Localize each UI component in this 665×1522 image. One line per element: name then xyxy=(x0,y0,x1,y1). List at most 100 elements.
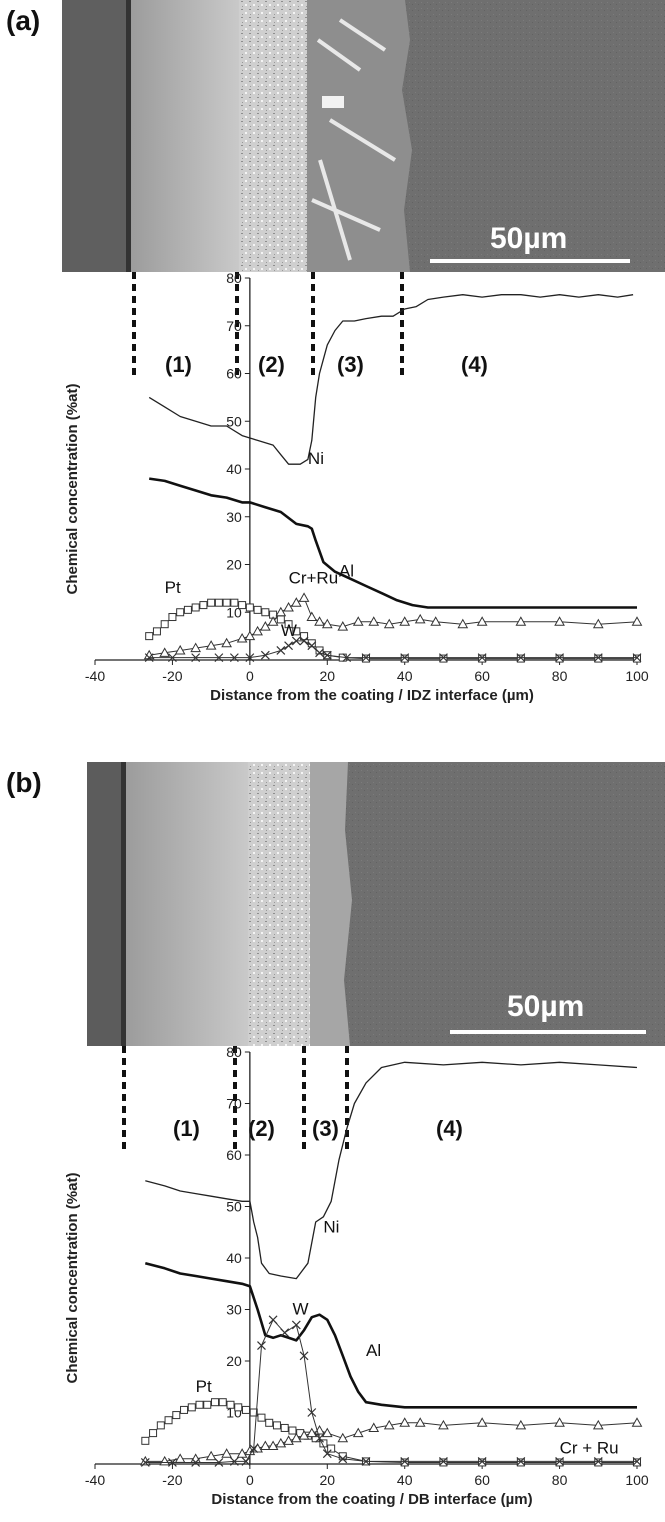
series-w-point xyxy=(249,1444,259,1453)
y-tick-label: 80 xyxy=(226,1044,242,1060)
y-axis-title: Chemical concentration (%at) xyxy=(64,384,81,595)
x-tick-label: 100 xyxy=(625,668,649,684)
region-2-b: (2) xyxy=(248,1116,275,1141)
series-pt-point xyxy=(249,1408,258,1417)
series-pt-point xyxy=(156,1421,165,1430)
series-w-point xyxy=(276,646,286,655)
series-pt-point xyxy=(230,598,239,607)
panel-a: (a) 50µm (1) (2) (3) (4) -40 -20 0 20 40 60 80… xyxy=(6,0,665,704)
y-tick-label: 40 xyxy=(226,1250,242,1266)
label-ni: Ni xyxy=(323,1217,339,1236)
series-pt-point xyxy=(172,1411,181,1420)
series-w-point xyxy=(299,636,309,646)
series-pt-point xyxy=(241,1405,250,1414)
y-tick-label: 30 xyxy=(226,1302,242,1318)
series-w-point xyxy=(632,653,642,663)
series-w-point xyxy=(322,1449,332,1459)
series-cr-ru-point xyxy=(290,597,302,607)
series-cr-ru-point xyxy=(283,601,294,612)
series-w-point xyxy=(315,648,324,658)
series-pt-point xyxy=(400,654,409,663)
series-pt-point xyxy=(218,1398,227,1407)
series-pt-point xyxy=(145,632,154,641)
series-cr-ru-point xyxy=(438,1419,449,1430)
series-cr-ru-point xyxy=(592,1419,604,1430)
series-w-point xyxy=(268,1315,278,1325)
x-tick-label: 80 xyxy=(552,1472,568,1488)
x-tick-label: -40 xyxy=(85,668,105,684)
label-pt: Pt xyxy=(196,1377,212,1396)
scale-bar-b xyxy=(450,1030,646,1034)
label-w: W xyxy=(292,1300,308,1319)
series-pt-point xyxy=(168,613,177,622)
x-tick-label: 20 xyxy=(319,668,335,684)
series-pt-point xyxy=(214,598,223,607)
series-pt-point xyxy=(199,601,208,610)
x-tick-label: -20 xyxy=(162,1472,182,1488)
series-cr-ru-point xyxy=(554,616,565,626)
series-cr-ru-point xyxy=(368,1422,380,1432)
scale-label-a: 50µm xyxy=(490,222,567,255)
region-1-a: (1) xyxy=(165,352,192,377)
chart-b: -40 -20 0 20 40 60 80 1001020304050607080Distan… xyxy=(64,1044,649,1508)
series-cr-ru-point xyxy=(244,630,256,641)
series-w-point xyxy=(214,1458,224,1467)
series-w-point xyxy=(191,1458,201,1467)
series-pt-point xyxy=(187,1403,196,1412)
scale-bar-a xyxy=(430,259,630,263)
series-cr-ru-point xyxy=(592,618,604,629)
label-al: Al xyxy=(339,561,354,580)
series-cr-ru-point xyxy=(476,616,488,626)
series-pt-point xyxy=(400,1458,409,1467)
panel-a-label: (a) xyxy=(6,5,40,36)
region-markers-a xyxy=(132,272,404,378)
series-pt-point xyxy=(478,1458,487,1467)
series-cr-ru-point xyxy=(298,1430,310,1440)
series-al-line xyxy=(144,1261,637,1409)
series-cr-ru-point xyxy=(190,642,202,653)
series-w-point xyxy=(342,653,352,663)
series-pt-point xyxy=(203,1400,212,1409)
series-pt-point xyxy=(439,654,448,663)
scale-label-b: 50µm xyxy=(507,990,584,1023)
series-w-point xyxy=(241,1457,251,1466)
series-pt-point xyxy=(516,654,525,663)
series-cr-ru-point xyxy=(259,621,271,631)
series-pt-point xyxy=(257,1413,266,1422)
x-tick-label: 80 xyxy=(552,668,568,684)
x-tick-label: -20 xyxy=(162,668,182,684)
x-tick-label: 100 xyxy=(625,1472,649,1488)
series-cr-ru-point xyxy=(205,1450,217,1461)
series-pt-point xyxy=(211,1398,220,1407)
series-w-point xyxy=(400,653,410,663)
region-markers-b xyxy=(122,1046,349,1152)
series-pt-point xyxy=(245,603,254,612)
x-tick-label: 60 xyxy=(474,668,490,684)
x-tick-label: 20 xyxy=(319,1472,335,1488)
y-tick-label: 20 xyxy=(226,557,242,573)
series-w-point xyxy=(260,650,270,660)
series-w-point xyxy=(400,1457,410,1466)
y-tick-label: 30 xyxy=(226,509,242,525)
series-pt-point xyxy=(164,1416,173,1425)
x-tick-label: 40 xyxy=(397,668,413,684)
region-3-a: (3) xyxy=(337,352,364,377)
series-pt-point xyxy=(238,601,247,610)
series-cr-ru-point xyxy=(290,1432,302,1443)
series-w-point xyxy=(291,1320,301,1330)
series-w-point xyxy=(361,653,371,663)
series-w-point xyxy=(280,1328,290,1338)
series-pt-point xyxy=(222,598,231,607)
series-cr-ru-point xyxy=(205,640,217,650)
series-w-point xyxy=(168,653,177,663)
label-ni: Ni xyxy=(308,449,324,468)
series-w-point xyxy=(516,1457,526,1466)
series-cr-ru-point xyxy=(236,1448,248,1458)
series-w-point xyxy=(555,653,564,663)
series-pt-point xyxy=(327,1444,336,1453)
y-tick-label: 50 xyxy=(226,413,242,429)
series-cr-ru-point xyxy=(399,616,411,626)
x-axis-title: Distance from the coating / IDZ interfac… xyxy=(210,687,534,704)
series-pt-point xyxy=(315,646,324,655)
series-w-point xyxy=(284,641,293,651)
